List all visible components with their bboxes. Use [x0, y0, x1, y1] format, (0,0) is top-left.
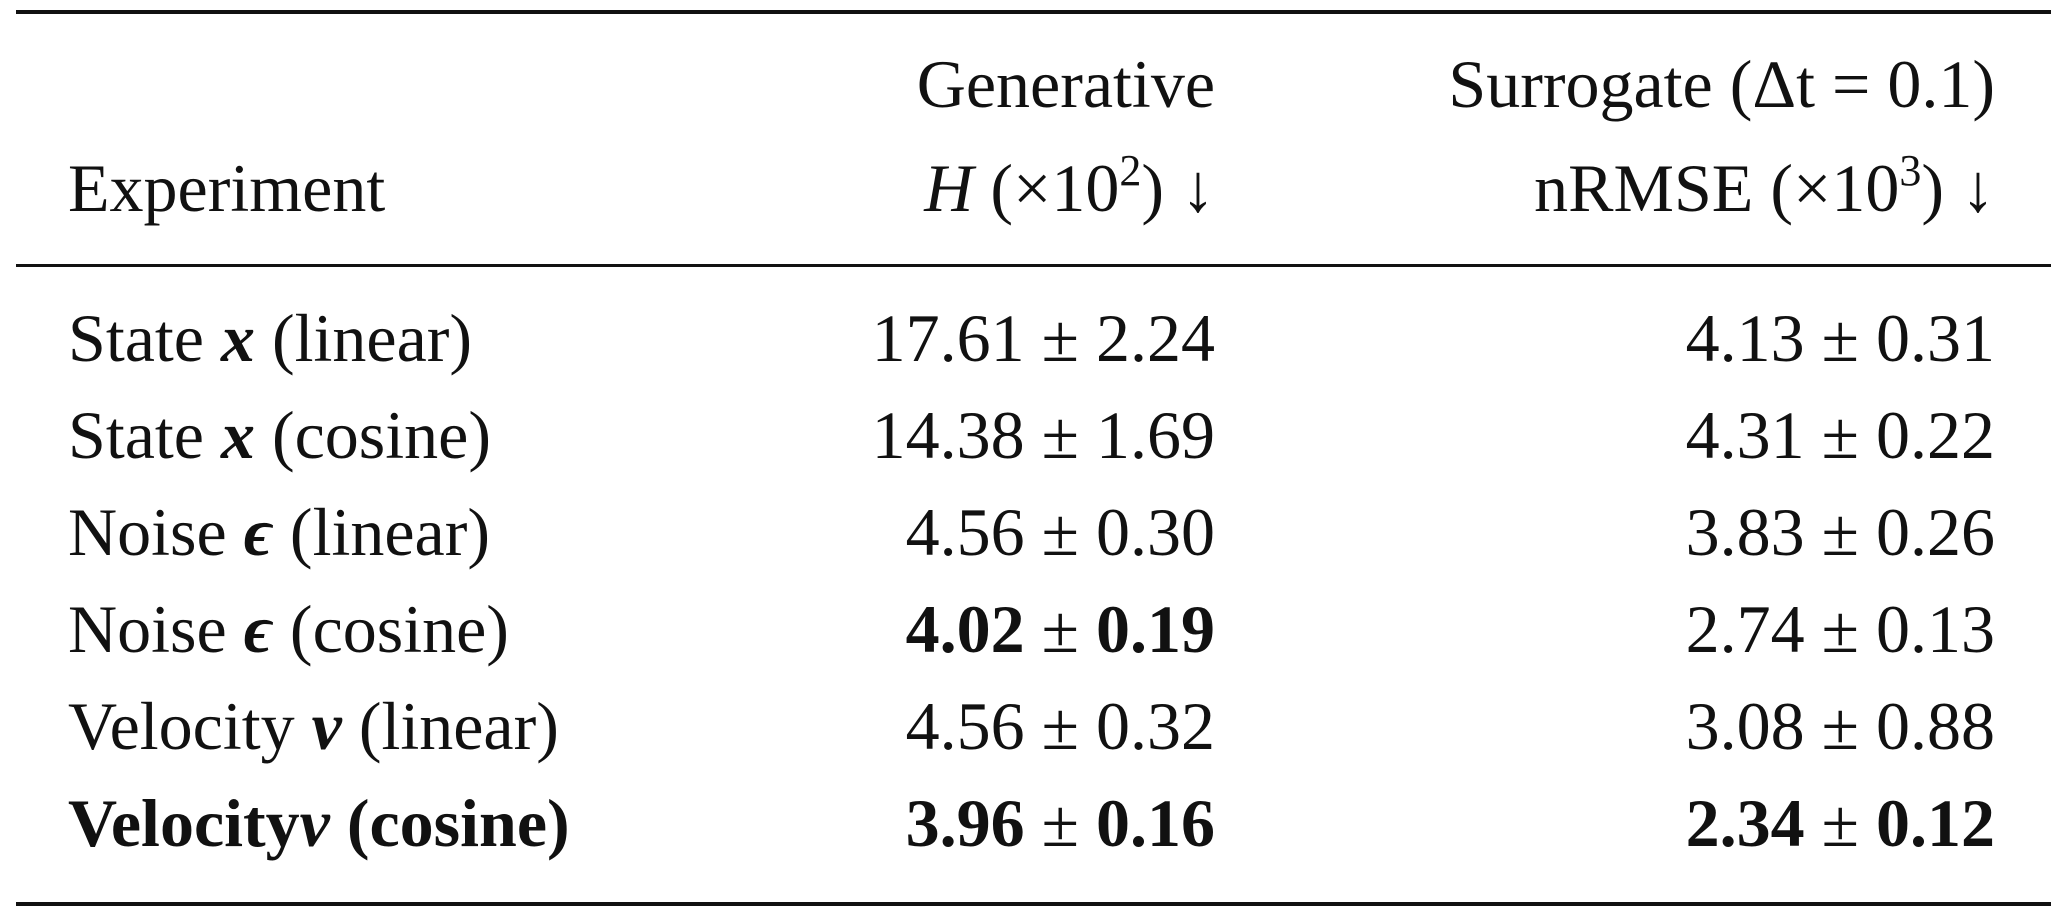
row-surrogate-value: 4.13 ± 0.31 [1686, 298, 1995, 378]
metric-scale-suffix: ) [1921, 150, 1944, 226]
plus-minus: ± [1821, 785, 1859, 861]
value-mean: 14.38 [871, 397, 1025, 473]
row-label-symbol: ϵ [243, 494, 273, 570]
value-mean: 4.31 [1685, 397, 1805, 473]
row-label-suffix: (cosine) [289, 591, 509, 667]
row-generative-value: 4.56 ± 0.30 [906, 492, 1215, 572]
value-std: 0.19 [1096, 591, 1215, 667]
value-std: 0.30 [1096, 494, 1215, 570]
row-label-symbol: ϵ [243, 591, 273, 667]
row-label-suffix: (linear) [358, 688, 559, 764]
top-rule [16, 10, 2051, 14]
row-surrogate-value: 3.08 ± 0.88 [1686, 686, 1995, 766]
value-mean: 3.83 [1685, 494, 1805, 570]
row-label-symbol: v [311, 688, 342, 764]
value-mean: 4.13 [1685, 300, 1805, 376]
plus-minus: ± [1041, 785, 1079, 861]
header-rule [16, 264, 2051, 267]
header-generative-metric: H (×102) ↓ [924, 148, 1215, 228]
value-mean: 2.74 [1685, 591, 1805, 667]
plus-minus: ± [1821, 300, 1859, 376]
value-mean: 2.34 [1685, 785, 1805, 861]
row-label: Velocityv (cosine) [68, 783, 570, 863]
value-mean: 4.02 [905, 591, 1025, 667]
row-generative-value: 3.96 ± 0.16 [906, 783, 1215, 863]
value-std: 0.16 [1096, 785, 1215, 861]
header-surrogate-metric: nRMSE (×103) ↓ [1534, 148, 1995, 228]
row-label: Noise ϵ (linear) [68, 492, 490, 572]
value-mean: 3.96 [905, 785, 1025, 861]
metric-scale-exponent: 2 [1119, 146, 1142, 195]
row-label-suffix: (cosine) [346, 785, 570, 861]
row-label-prefix: Noise [68, 494, 227, 570]
down-arrow-icon: ↓ [1181, 150, 1215, 226]
plus-minus: ± [1821, 591, 1859, 667]
plus-minus: ± [1041, 688, 1079, 764]
plus-minus: ± [1041, 397, 1079, 473]
plus-minus: ± [1041, 591, 1079, 667]
row-label-suffix: (linear) [271, 300, 473, 376]
metric-name-nrmse: nRMSE [1534, 150, 1754, 226]
metric-symbol-h: H [924, 150, 974, 226]
header-experiment: Experiment [68, 150, 386, 226]
plus-minus: ± [1821, 397, 1859, 473]
header-surrogate-group: Surrogate (Δt = 0.1) [1448, 46, 1995, 122]
metric-scale-prefix: (×10 [1770, 150, 1900, 226]
row-label-suffix: (linear) [289, 494, 491, 570]
row-label: State x (cosine) [68, 395, 491, 475]
value-std: 0.32 [1096, 688, 1215, 764]
plus-minus: ± [1821, 494, 1859, 570]
row-generative-value: 4.56 ± 0.32 [906, 686, 1215, 766]
plus-minus: ± [1041, 494, 1079, 570]
row-surrogate-value: 3.83 ± 0.26 [1686, 492, 1995, 572]
metric-scale-exponent: 3 [1899, 146, 1922, 195]
row-surrogate-value: 4.31 ± 0.22 [1686, 395, 1995, 475]
plus-minus: ± [1821, 688, 1859, 764]
down-arrow-icon: ↓ [1961, 150, 1995, 226]
row-label-prefix: Velocity [68, 785, 300, 861]
value-mean: 17.61 [871, 300, 1025, 376]
row-label-prefix: Noise [68, 591, 227, 667]
row-label-suffix: (cosine) [271, 397, 491, 473]
value-std: 2.24 [1096, 300, 1215, 376]
row-label: State x (linear) [68, 298, 472, 378]
row-label-prefix: Velocity [68, 688, 295, 764]
value-std: 1.69 [1096, 397, 1215, 473]
row-generative-value: 14.38 ± 1.69 [872, 395, 1215, 475]
value-std: 0.13 [1876, 591, 1995, 667]
row-label: Noise ϵ (cosine) [68, 589, 509, 669]
metric-scale-suffix: ) [1141, 150, 1164, 226]
plus-minus: ± [1041, 300, 1079, 376]
row-generative-value: 17.61 ± 2.24 [872, 298, 1215, 378]
value-std: 0.31 [1876, 300, 1995, 376]
row-label-prefix: State [68, 397, 204, 473]
value-mean: 3.08 [1685, 688, 1805, 764]
row-generative-value: 4.02 ± 0.19 [906, 589, 1215, 669]
value-std: 0.22 [1876, 397, 1995, 473]
row-label: Velocity v (linear) [68, 686, 559, 766]
row-label-symbol: x [220, 397, 255, 473]
row-surrogate-value: 2.34 ± 0.12 [1686, 783, 1995, 863]
value-mean: 4.56 [905, 494, 1025, 570]
header-generative-group: Generative [916, 46, 1215, 122]
metric-scale-prefix: (×10 [990, 150, 1120, 226]
value-std: 0.88 [1876, 688, 1995, 764]
value-std: 0.12 [1876, 785, 1995, 861]
row-surrogate-value: 2.74 ± 0.13 [1686, 589, 1995, 669]
value-std: 0.26 [1876, 494, 1995, 570]
bottom-rule [16, 902, 2051, 906]
row-label-symbol: v [299, 785, 330, 861]
row-label-prefix: State [68, 300, 204, 376]
value-mean: 4.56 [905, 688, 1025, 764]
row-label-symbol: x [220, 300, 255, 376]
